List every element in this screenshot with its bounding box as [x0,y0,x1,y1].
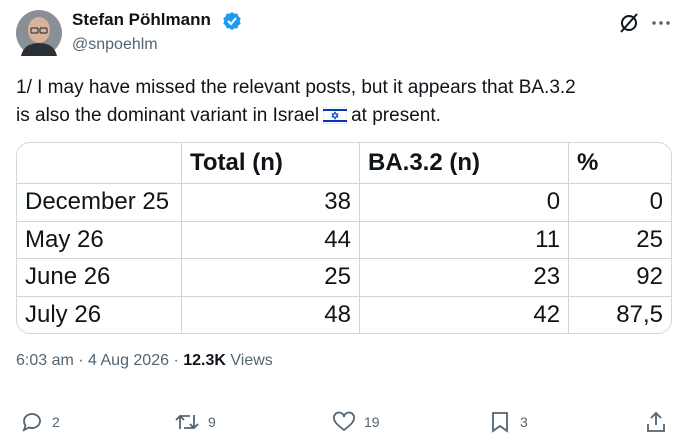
repost-button[interactable]: 9 [174,410,216,434]
reply-icon [22,413,41,432]
table-image[interactable]: Total (n) BA.3.2 (n)% December 25 38 0 0 May 2… [16,142,672,334]
like-count: 19 [364,414,380,430]
israel-flag [323,107,348,124]
row-label: May 26 [17,220,182,260]
row-label: June 26 [17,258,182,297]
repost-count: 9 [208,414,216,430]
table-row: December 25 38 0 0 [17,183,671,222]
value-cell: 25 [568,220,671,260]
value-cell: 42 [358,295,570,333]
row-label: July 26 [17,295,182,333]
like-icon [333,411,355,432]
grok-button[interactable] [618,12,640,34]
post-time[interactable]: 6:03 am [16,352,74,369]
author-name[interactable]: Stefan Pöhlmann [72,10,211,29]
post-meta: 6:03 am4 Aug 2026 12.3K Views [16,352,273,370]
post-date[interactable]: 4 Aug 2026 [74,352,169,369]
more-button[interactable] [650,12,672,34]
header-cell: Total (n) [181,143,360,184]
verified-badge [223,12,241,30]
data-table: Total (n) BA.3.2 (n)% December 25 38 0 0 May 2… [17,143,671,333]
value-cell: 11 [358,220,570,260]
value-cell: 25 [181,258,360,297]
like-button[interactable]: 19 [332,410,380,434]
table-row: May 26 44 11 25 [17,220,671,260]
value-cell: 92 [568,258,671,297]
author-handle[interactable]: @snpoehlm [72,36,158,53]
header-cell [17,143,182,184]
header-row: Total (n) BA.3.2 (n)% [17,143,671,184]
repost-icon [175,414,199,430]
post-text-part: at present. [351,105,441,126]
post-text: 1/ I may have missed the relevant posts,… [16,74,576,130]
share-button[interactable] [644,410,668,434]
value-cell: 0 [358,183,570,222]
value-cell: 23 [358,258,570,297]
bookmark-count: 3 [520,414,528,430]
value-cell: 38 [181,183,360,222]
table-row: July 26 48 42 87,5 [17,295,671,333]
reply-button[interactable]: 2 [20,410,60,434]
value-cell: 87,5 [568,295,671,333]
table-row: June 26 25 23 92 [17,258,671,297]
header-cell: BA.3.2 (n) [358,143,570,184]
post-text-part: 1/ I may have missed the relevant posts,… [16,77,576,126]
value-cell: 0 [568,183,671,222]
value-cell: 48 [181,295,360,333]
reply-count: 2 [52,414,60,430]
avatar[interactable] [16,10,62,56]
views-label: Views [230,352,273,369]
share-icon [647,411,665,432]
bookmark-icon [492,412,508,433]
row-label: December 25 [17,183,182,222]
bookmark-button[interactable]: 3 [488,410,528,434]
value-cell: 44 [181,220,360,260]
header-cell: % [568,143,671,184]
view-count: 12.3K [183,352,226,369]
